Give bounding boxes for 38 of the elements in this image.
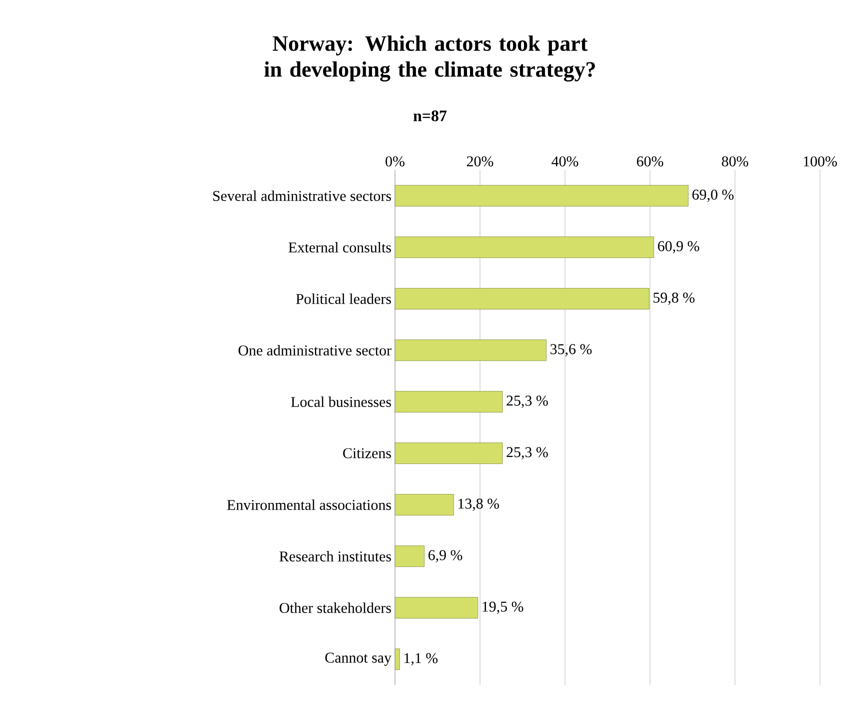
data-label: 1,1 %	[404, 653, 438, 666]
x-tick-label: 0%	[386, 156, 404, 166]
x-tick-label: 80%	[722, 156, 748, 166]
y-tick-label: Cannot say	[325, 652, 392, 666]
data-label: 60,9 %	[658, 241, 700, 254]
data-label: 25,3 %	[506, 447, 548, 460]
bar	[394, 288, 650, 310]
bar	[394, 391, 503, 412]
y-tick-label: Other stakeholders	[280, 602, 391, 613]
y-tick-label: Political leaders	[296, 293, 391, 304]
bar	[394, 442, 503, 464]
bar	[394, 185, 688, 206]
bar	[394, 648, 400, 670]
chart-title: Norway: Which actors took part in developing the climate strategy?	[264, 36, 595, 82]
data-label: 35,6 %	[550, 344, 592, 356]
bar	[394, 236, 654, 258]
x-tick-label: 20%	[466, 156, 494, 166]
data-label: 6,9 %	[428, 550, 462, 562]
data-label: 25,3 %	[506, 396, 548, 408]
y-tick-label: Local businesses	[291, 396, 391, 407]
bar	[394, 494, 454, 516]
data-label: 59,8 %	[654, 292, 695, 305]
x-tick-label: 60%	[636, 156, 664, 166]
bar	[394, 340, 547, 361]
bar	[394, 597, 478, 618]
y-tick-label: Research institutes	[279, 550, 391, 562]
data-label: 19,5 %	[482, 602, 524, 614]
y-tick-label: Several administrative sectors	[213, 190, 391, 201]
x-tick-label: 100%	[804, 156, 837, 166]
x-tick-label: 40%	[552, 156, 578, 166]
y-tick-label: One administrative sector	[238, 344, 392, 356]
data-label: 13,8 %	[458, 498, 499, 511]
y-tick-label: Citizens	[343, 448, 391, 458]
chart-subtitle: n=87	[413, 110, 447, 122]
data-label: 69,0 %	[692, 190, 734, 202]
y-tick-label: Environmental associations	[227, 499, 391, 510]
bar	[394, 546, 425, 567]
y-tick-label: External consults	[288, 242, 391, 252]
